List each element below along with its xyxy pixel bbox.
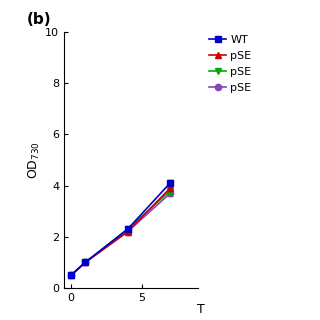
X-axis label: T: T — [197, 303, 205, 316]
Y-axis label: OD$_{730}$: OD$_{730}$ — [27, 141, 42, 179]
Text: (b): (b) — [26, 12, 51, 27]
Legend: WT, pSE, pSE, pSE: WT, pSE, pSE, pSE — [209, 35, 252, 93]
